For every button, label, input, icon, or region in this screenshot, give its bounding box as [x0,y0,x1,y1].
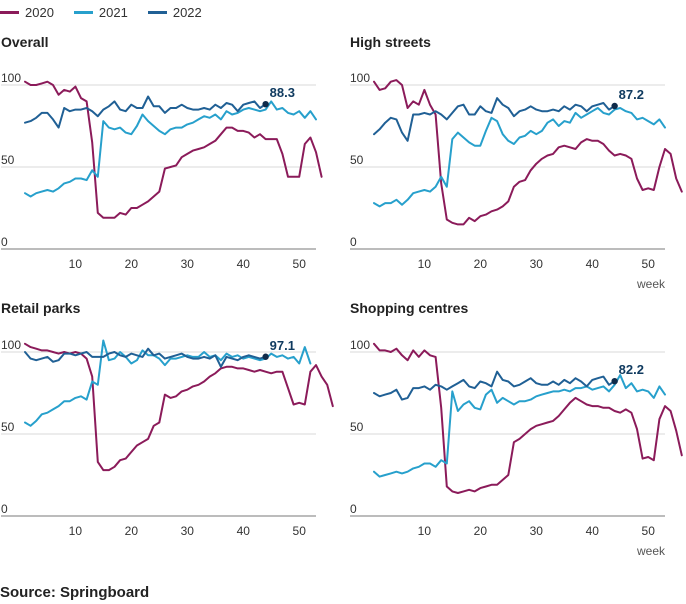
panel-high-streets: High streets 0 50 100 10 20 30 40 50 week 87.2 [350,34,683,291]
source-note: Source: Springboard [0,584,150,601]
y-tick-label: 50 [350,420,364,434]
y-tick-label: 100 [350,71,370,85]
x-axis-title: week [636,544,666,558]
panel-title-overall: Overall [1,34,48,50]
latest-value-marker [262,100,269,108]
legend-item-2020[interactable]: 2020 [0,5,54,20]
x-tick-label: 40 [237,524,251,538]
series-line-2020[interactable] [373,79,683,226]
series-line-2021[interactable] [24,100,317,198]
y-tick-label: 0 [350,235,357,249]
x-tick-label: 40 [237,257,251,271]
x-tick-label: 30 [530,524,544,538]
legend-swatch-2021 [73,10,93,14]
panel-retail-parks: Retail parks 0 50 100 10 20 30 40 50 97.1 [1,300,334,538]
latest-value-marker [611,377,618,385]
panel-shopping-centres: Shopping centres 0 50 100 10 20 30 40 50 week 82.2 [350,300,683,558]
y-tick-label: 100 [1,338,21,352]
x-tick-label: 10 [69,257,83,271]
series-line-2020[interactable] [24,342,334,472]
legend-label-2021: 2021 [98,4,128,20]
panel-title-high-streets: High streets [350,34,431,50]
y-tick-label: 100 [350,338,370,352]
latest-value-label: 97.1 [270,338,295,353]
legend-label-2022: 2022 [172,4,202,20]
panel-title-retail-parks: Retail parks [1,300,81,316]
series-line-2020[interactable] [373,342,683,494]
x-tick-label: 10 [418,257,432,271]
latest-value-marker [611,102,618,110]
x-tick-label: 20 [125,524,139,538]
latest-value-label: 87.2 [619,87,644,102]
x-tick-label: 20 [474,524,488,538]
y-tick-label: 100 [1,71,21,85]
series-line-2021[interactable] [373,374,666,478]
y-tick-label: 0 [1,502,8,516]
series-line-2021[interactable] [373,107,666,208]
x-tick-label: 40 [586,257,600,271]
series-line-2022[interactable] [373,370,616,401]
y-tick-label: 0 [350,502,357,516]
legend: 2020 2021 2022 [0,3,222,21]
latest-value-label: 82.2 [619,362,644,377]
x-tick-label: 30 [530,257,544,271]
series-line-2022[interactable] [373,97,616,142]
series-line-2022[interactable] [24,347,267,368]
x-axis-title: week [636,277,666,291]
series-line-2021[interactable] [24,339,312,427]
y-tick-label: 50 [1,153,15,167]
x-tick-label: 30 [181,524,195,538]
x-tick-label: 20 [474,257,488,271]
latest-value-label: 88.3 [270,85,295,100]
x-tick-label: 40 [586,524,600,538]
y-tick-label: 50 [350,153,364,167]
x-tick-label: 50 [293,257,307,271]
y-tick-label: 50 [1,420,15,434]
panel-overall: Overall 0 50 100 10 20 30 40 50 88.3 [1,34,323,271]
latest-value-marker [262,353,269,360]
x-tick-label: 50 [642,524,656,538]
x-tick-label: 30 [181,257,195,271]
x-tick-label: 10 [69,524,83,538]
legend-label-2020: 2020 [25,4,54,20]
legend-item-2022[interactable]: 2022 [147,4,202,20]
legend-swatch-2022 [147,10,167,14]
legend-swatch-2020 [0,10,19,14]
x-tick-label: 50 [642,257,656,271]
x-tick-label: 20 [125,257,139,271]
x-tick-label: 50 [293,524,307,538]
panel-title-shopping-centres: Shopping centres [350,300,468,316]
series-line-2020[interactable] [24,80,323,219]
y-tick-label: 0 [1,235,8,249]
legend-item-2021[interactable]: 2021 [73,4,128,20]
series-line-2022[interactable] [24,95,267,129]
x-tick-label: 10 [418,524,432,538]
